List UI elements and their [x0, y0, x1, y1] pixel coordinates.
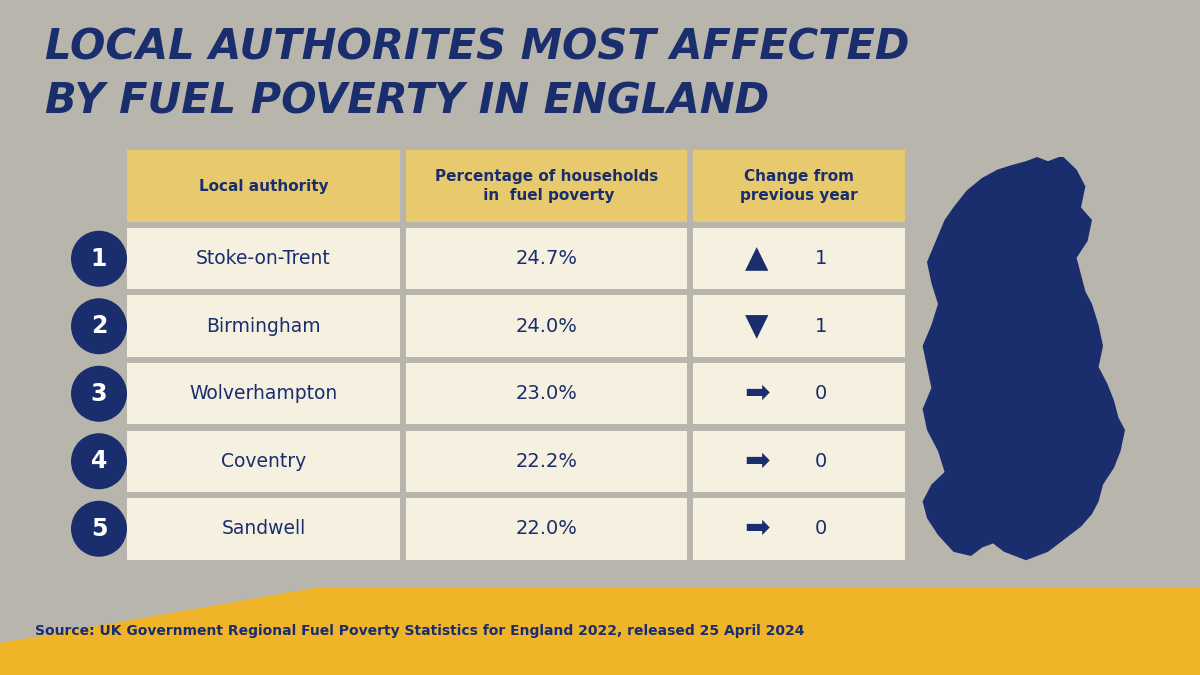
- Text: Source: UK Government Regional Fuel Poverty Statistics for England 2022, release: Source: UK Government Regional Fuel Pove…: [35, 624, 804, 638]
- FancyBboxPatch shape: [127, 296, 400, 357]
- Text: 23.0%: 23.0%: [516, 384, 577, 403]
- Text: ▲: ▲: [745, 244, 769, 273]
- Text: ➡: ➡: [744, 447, 769, 476]
- Text: 24.7%: 24.7%: [516, 249, 577, 268]
- FancyBboxPatch shape: [406, 431, 686, 492]
- FancyBboxPatch shape: [127, 228, 400, 290]
- Text: 3: 3: [91, 382, 107, 406]
- Text: 1: 1: [815, 249, 827, 268]
- Text: Coventry: Coventry: [221, 452, 306, 470]
- Text: Percentage of households
 in  fuel poverty: Percentage of households in fuel poverty: [434, 169, 658, 203]
- Text: 0: 0: [815, 452, 827, 470]
- Text: 0: 0: [815, 384, 827, 403]
- FancyBboxPatch shape: [127, 498, 400, 560]
- Polygon shape: [0, 587, 1200, 675]
- Text: ▼: ▼: [745, 312, 769, 341]
- Circle shape: [71, 366, 127, 422]
- FancyBboxPatch shape: [127, 363, 400, 425]
- Text: 2: 2: [91, 315, 107, 338]
- Text: Stoke-on-Trent: Stoke-on-Trent: [196, 249, 331, 268]
- Circle shape: [71, 298, 127, 354]
- Text: Change from
previous year: Change from previous year: [740, 169, 858, 203]
- Text: 1: 1: [91, 247, 107, 271]
- Text: 4: 4: [91, 450, 107, 473]
- Text: BY FUEL POVERTY IN ENGLAND: BY FUEL POVERTY IN ENGLAND: [46, 80, 769, 122]
- Polygon shape: [923, 157, 1126, 560]
- FancyBboxPatch shape: [694, 296, 905, 357]
- Text: Sandwell: Sandwell: [221, 519, 306, 538]
- Text: 22.2%: 22.2%: [516, 452, 577, 470]
- Text: 24.0%: 24.0%: [516, 317, 577, 335]
- FancyBboxPatch shape: [406, 363, 686, 425]
- Circle shape: [71, 231, 127, 287]
- Text: ➡: ➡: [744, 514, 769, 543]
- FancyBboxPatch shape: [694, 150, 905, 222]
- Text: Wolverhampton: Wolverhampton: [190, 384, 337, 403]
- Circle shape: [71, 501, 127, 557]
- FancyBboxPatch shape: [694, 431, 905, 492]
- Text: 1: 1: [815, 317, 827, 335]
- FancyBboxPatch shape: [694, 498, 905, 560]
- FancyBboxPatch shape: [127, 150, 400, 222]
- Text: 0: 0: [815, 519, 827, 538]
- FancyBboxPatch shape: [694, 228, 905, 290]
- FancyBboxPatch shape: [406, 296, 686, 357]
- FancyBboxPatch shape: [694, 363, 905, 425]
- FancyBboxPatch shape: [406, 498, 686, 560]
- Text: 5: 5: [91, 517, 107, 541]
- Circle shape: [71, 433, 127, 489]
- Text: 22.0%: 22.0%: [516, 519, 577, 538]
- FancyBboxPatch shape: [127, 431, 400, 492]
- Text: ➡: ➡: [744, 379, 769, 408]
- Text: Birmingham: Birmingham: [206, 317, 320, 335]
- FancyBboxPatch shape: [406, 228, 686, 290]
- Text: LOCAL AUTHORITES MOST AFFECTED: LOCAL AUTHORITES MOST AFFECTED: [46, 27, 910, 69]
- Text: Local authority: Local authority: [199, 178, 329, 194]
- FancyBboxPatch shape: [406, 150, 686, 222]
